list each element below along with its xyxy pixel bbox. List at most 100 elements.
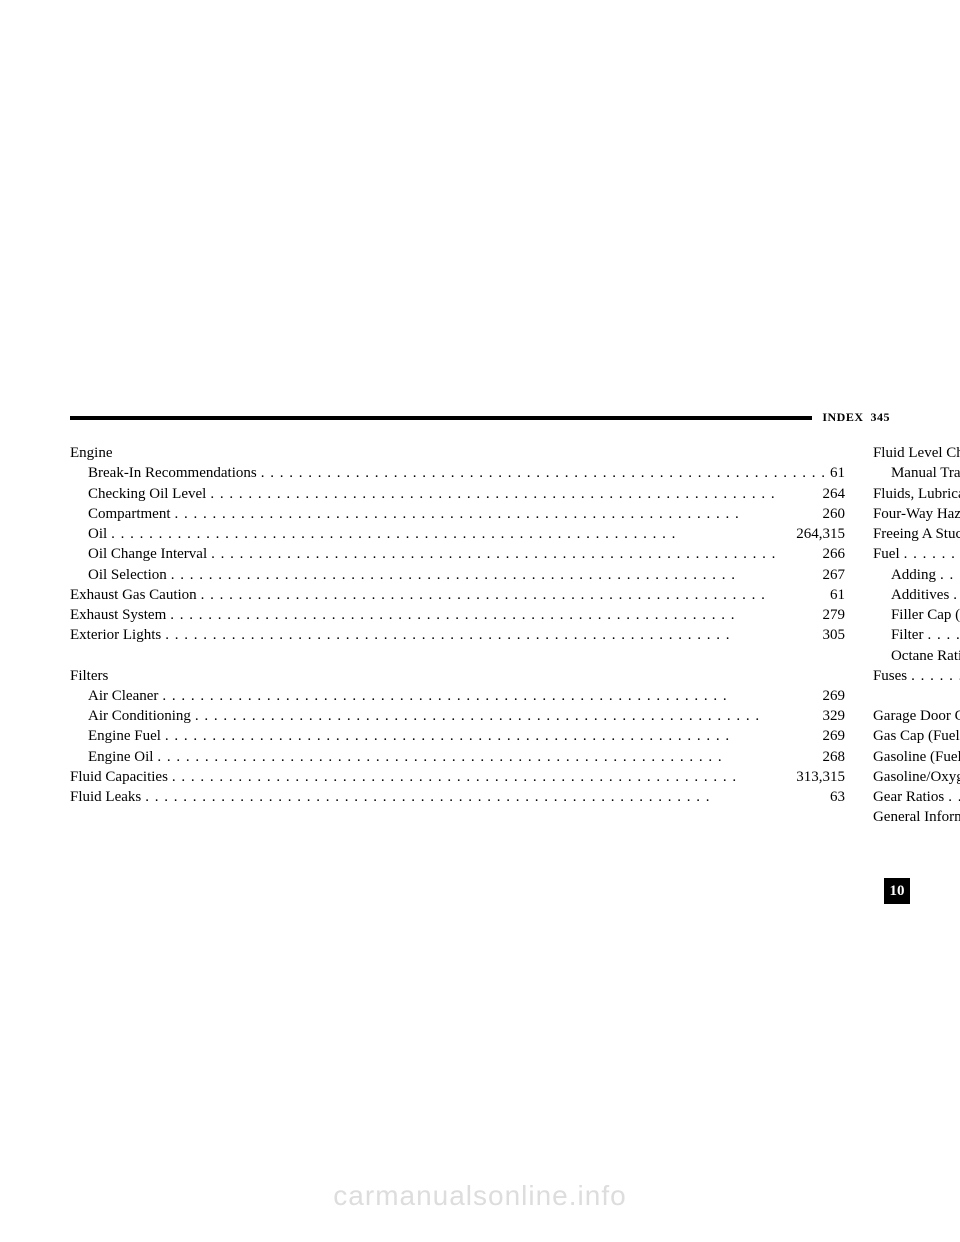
index-dots — [936, 565, 960, 585]
index-page-number: 61 — [830, 463, 845, 483]
index-dots — [161, 726, 823, 746]
index-dots — [141, 787, 830, 807]
index-entry: Break-In Recommendations 61 — [70, 463, 845, 483]
index-entry: Gear Ratios313 — [873, 787, 960, 807]
index-entry: Gasoline (Fuel)315 — [873, 747, 960, 767]
index-entry: Gas Cap (Fuel Filler Cap)225 — [873, 726, 960, 746]
index-entry: Checking Oil Level 264 — [70, 484, 845, 504]
index-label: Gas Cap (Fuel Filler Cap) — [873, 726, 960, 746]
index-label: Filter — [873, 625, 924, 645]
index-entry: Oil Selection 267 — [70, 565, 845, 585]
index-page-number: 329 — [822, 706, 845, 726]
index-entry: Garage Door Opener (HomeLink®)117 — [873, 706, 960, 726]
index-dots — [207, 544, 822, 564]
index-label: Fuel — [873, 544, 900, 564]
index-entry: Fluids, Lubricants and Genuine Parts316 — [873, 484, 960, 504]
index-group-head: Fluid Level Checks — [873, 443, 960, 463]
index-label: Oil Change Interval — [70, 544, 207, 564]
index-entry: Exterior Lights305 — [70, 625, 845, 645]
index-label: Filters — [70, 666, 108, 686]
index-label: Exterior Lights — [70, 625, 161, 645]
index-dots — [166, 605, 822, 625]
index-label: Fuses — [873, 666, 907, 686]
index-entry: Engine Oil268 — [70, 747, 845, 767]
index-entry: Oil Change Interval 266 — [70, 544, 845, 564]
index-label: Oil Selection — [70, 565, 167, 585]
index-dots — [907, 666, 960, 686]
index-entry: Freeing A Stuck Vehicle244 — [873, 524, 960, 544]
index-group-head: Filters — [70, 666, 845, 686]
index-label: Checking Oil Level — [70, 484, 206, 504]
index-page-number: 264 — [822, 484, 845, 504]
index-dots — [171, 504, 823, 524]
index-entry: Fluid Leaks 63 — [70, 787, 845, 807]
index-label: Air Cleaner — [70, 686, 158, 706]
index-label: Engine Fuel — [70, 726, 161, 746]
index-group-head: Engine — [70, 443, 845, 463]
index-label: Fluid Capacities — [70, 767, 168, 787]
index-label: Manual Transmission — [873, 463, 960, 483]
index-entry: Air Cleaner 269 — [70, 686, 845, 706]
index-label: Break-In Recommendations — [70, 463, 257, 483]
index-label: Exhaust System — [70, 605, 166, 625]
index-entry: Fuel222 — [873, 544, 960, 564]
index-spacer — [873, 686, 960, 706]
index-dots — [944, 787, 960, 807]
index-dots — [949, 585, 960, 605]
index-label: Gasoline/Oxygenate Blends — [873, 767, 960, 787]
index-entry: Fluid Capacities313,315 — [70, 767, 845, 787]
index-label: Air Conditioning — [70, 706, 191, 726]
index-column-right: Fluid Level ChecksManual Transmission289… — [873, 443, 960, 828]
section-tab-number: 10 — [890, 883, 905, 900]
index-entry: Oil264,315 — [70, 524, 845, 544]
index-label: General Information — [873, 807, 960, 827]
header-rule — [70, 416, 812, 420]
index-entry: Filler Cap (Gas Cap)225 — [873, 605, 960, 625]
index-column-left: EngineBreak-In Recommendations61Checking… — [70, 443, 845, 828]
index-label: Fluids, Lubricants and Genuine Parts — [873, 484, 960, 504]
index-entry: Manual Transmission289 — [873, 463, 960, 483]
header-label: INDEX — [822, 410, 863, 424]
section-tab: 10 — [884, 878, 910, 904]
index-page-number: 260 — [822, 504, 845, 524]
index-label: Garage Door Opener (HomeLink®) — [873, 706, 960, 726]
header-page-number: 345 — [871, 410, 891, 424]
index-label: Filler Cap (Gas Cap) — [873, 605, 960, 625]
index-dots — [923, 625, 960, 645]
index-dots — [257, 463, 830, 483]
index-page-number: 266 — [822, 544, 845, 564]
index-dots — [153, 747, 822, 767]
index-entry: Fuses297 — [873, 666, 960, 686]
index-label: Compartment — [70, 504, 171, 524]
header-text: INDEX 345 — [812, 410, 890, 425]
index-dots — [206, 484, 822, 504]
index-label: Gear Ratios — [873, 787, 944, 807]
index-page-number: 61 — [830, 585, 845, 605]
index-dots — [161, 625, 822, 645]
index-label: Four-Way Hazard Flasher — [873, 504, 960, 524]
index-page-number: 269 — [822, 686, 845, 706]
header-bar: INDEX 345 — [70, 410, 890, 425]
index-label: Fluid Level Checks — [873, 443, 960, 463]
index-dots — [900, 544, 960, 564]
index-page-number: 267 — [822, 565, 845, 585]
index-page-number: 264,315 — [796, 524, 845, 544]
index-entry: Four-Way Hazard Flasher232 — [873, 504, 960, 524]
page-content: INDEX 345 EngineBreak-In Recommendations… — [70, 410, 890, 828]
index-label: Freeing A Stuck Vehicle — [873, 524, 960, 544]
index-columns: EngineBreak-In Recommendations61Checking… — [70, 443, 890, 828]
index-label: Fluid Leaks — [70, 787, 141, 807]
index-dots — [158, 686, 822, 706]
index-label: Gasoline (Fuel) — [873, 747, 960, 767]
index-label: Additives — [873, 585, 949, 605]
index-page-number: 63 — [830, 787, 845, 807]
index-dots — [168, 767, 796, 787]
index-entry: Octane Rating222 — [873, 646, 960, 666]
index-dots — [191, 706, 823, 726]
index-entry: Gasoline/Oxygenate Blends223 — [873, 767, 960, 787]
index-label: Exhaust Gas Caution — [70, 585, 197, 605]
index-entry: Adding225 — [873, 565, 960, 585]
index-entry: General Information218 — [873, 807, 960, 827]
index-entry: Additives224 — [873, 585, 960, 605]
index-entry: Filter269 — [873, 625, 960, 645]
